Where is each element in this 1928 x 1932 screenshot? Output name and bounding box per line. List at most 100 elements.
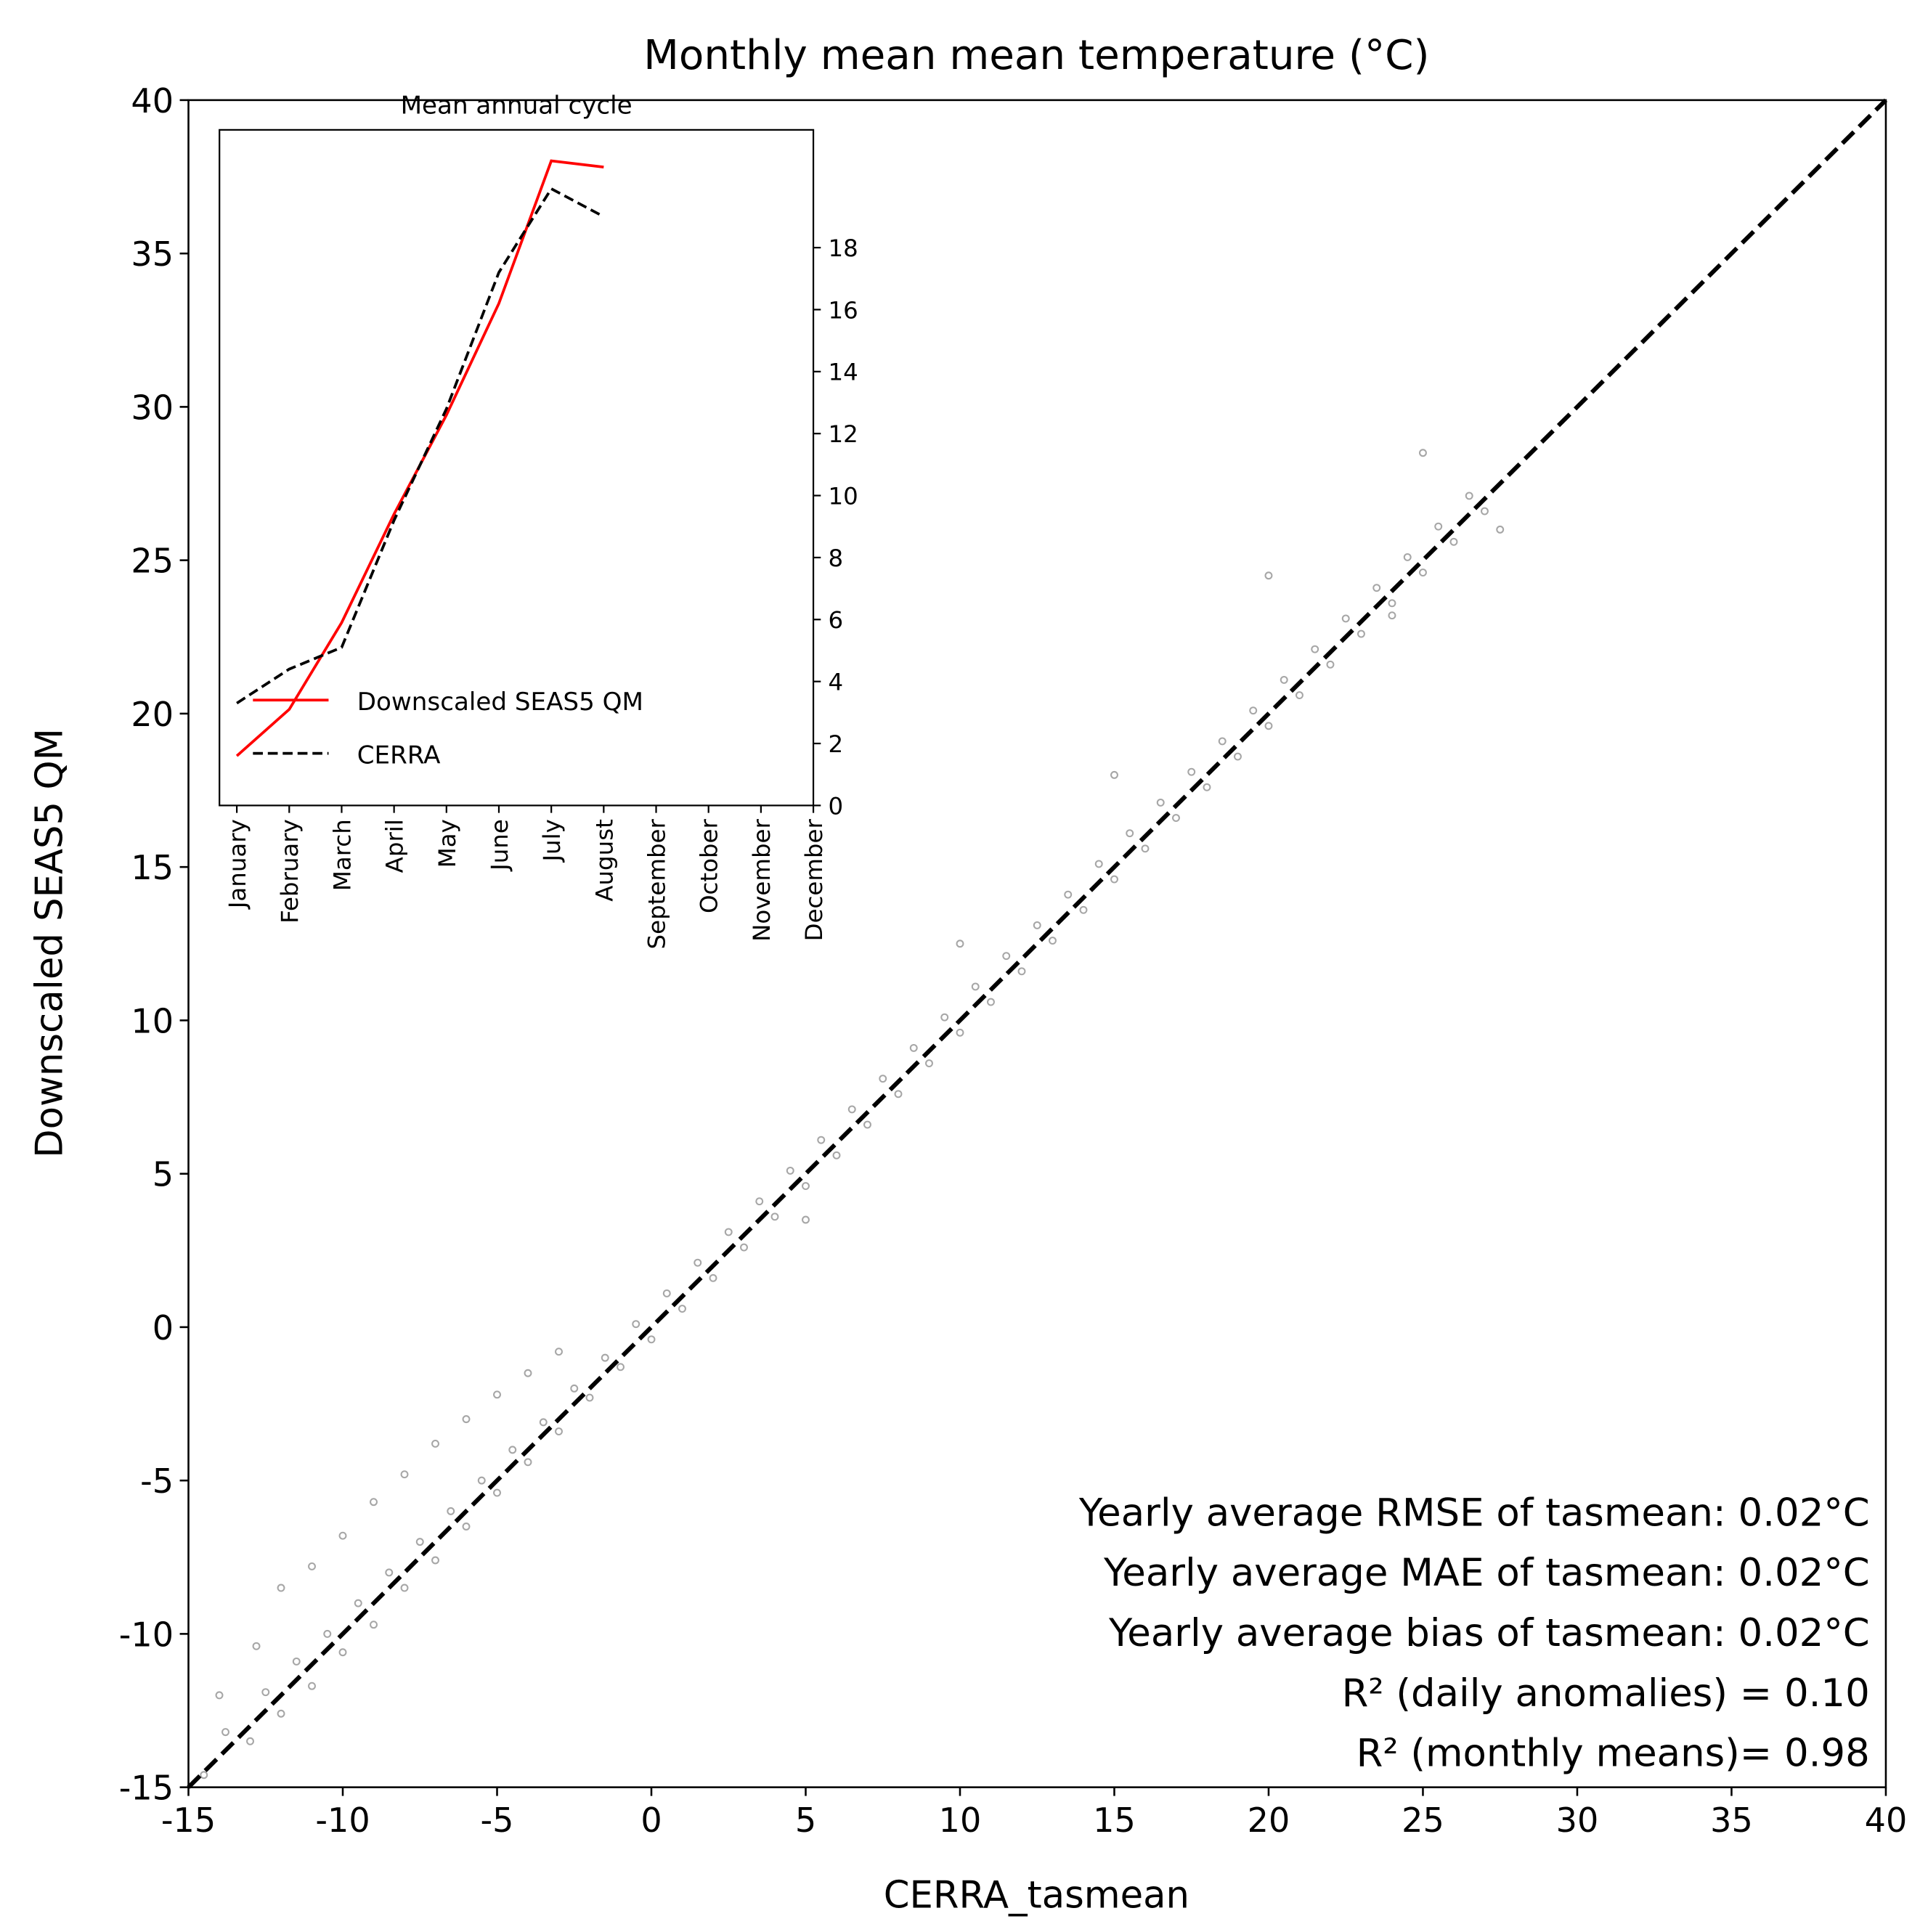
scatter-point <box>1110 770 1118 779</box>
x-tick-label: 25 <box>1402 1801 1444 1840</box>
scatter-point <box>1002 952 1011 961</box>
scatter-point <box>277 1583 285 1592</box>
scatter-point <box>1156 798 1165 807</box>
annotation: R² (daily anomalies) = 0.10 <box>1342 1671 1870 1716</box>
y-tick-label: 5 <box>152 1155 174 1194</box>
scatter-point <box>477 1476 486 1485</box>
x-tick-label: February <box>276 819 304 924</box>
x-tick-label: 15 <box>1093 1801 1136 1840</box>
plot-frame <box>187 99 1887 1788</box>
scatter-point <box>447 1507 455 1515</box>
y-tick-label: 0 <box>152 1308 174 1348</box>
x-tick-label: July <box>538 819 566 863</box>
scatter-point <box>817 1136 826 1144</box>
scatter-point <box>909 1043 918 1052</box>
scatter-point <box>323 1629 332 1638</box>
y-tick-label: 8 <box>829 545 844 572</box>
scatter-point <box>462 1523 471 1530</box>
scatter-point <box>1449 537 1458 546</box>
scatter-point <box>1481 507 1489 515</box>
y-tick-label: 20 <box>131 695 174 734</box>
identity-line <box>187 98 1888 1789</box>
scatter-point <box>508 1446 517 1454</box>
scatter-point <box>925 1059 933 1068</box>
scatter-point <box>1465 492 1473 500</box>
y-tick-label: -10 <box>119 1615 174 1654</box>
chart-title: Monthly mean mean temperature (°C) <box>643 32 1429 79</box>
scatter-point <box>647 1335 656 1344</box>
scatter-point <box>755 1197 764 1206</box>
x-tick-label: April <box>381 819 409 873</box>
scatter-point <box>971 982 980 991</box>
y-tick-label: -5 <box>140 1462 174 1501</box>
scatter-point <box>252 1642 261 1650</box>
scatter-point <box>1094 860 1103 868</box>
scatter-point <box>1187 767 1196 776</box>
x-tick-label: December <box>800 819 828 942</box>
scatter-point <box>1234 752 1242 761</box>
x-tick-label: -15 <box>161 1801 216 1840</box>
scatter-point <box>1496 525 1505 534</box>
scatter-point <box>724 1228 733 1236</box>
scatter-point <box>1110 875 1118 884</box>
scatter-point <box>1172 814 1180 823</box>
scatter-point <box>1419 449 1427 457</box>
scatter-point <box>1017 967 1026 976</box>
scatter-point <box>1434 522 1443 531</box>
annotation: R² (monthly means)= 0.98 <box>1356 1732 1870 1776</box>
x-tick-label: 10 <box>939 1801 982 1840</box>
inset-title: Mean annual cycle <box>401 91 633 121</box>
y-tick-label: 35 <box>131 235 174 274</box>
x-tick-label: 40 <box>1865 1801 1908 1840</box>
scatter-point <box>524 1369 532 1377</box>
scatter-point <box>308 1562 316 1570</box>
scatter-point <box>632 1320 640 1329</box>
scatter-point <box>1403 553 1412 561</box>
scatter-point <box>1295 691 1303 700</box>
y-tick-label: 30 <box>131 388 174 427</box>
scatter-point <box>802 1215 810 1224</box>
scatter-point <box>1326 660 1335 669</box>
scatter-point <box>246 1737 254 1745</box>
scatter-point <box>354 1599 362 1607</box>
y-tick-label: -15 <box>119 1769 174 1808</box>
scatter-point <box>678 1305 686 1313</box>
scatter-point <box>221 1728 229 1737</box>
scatter-point <box>277 1709 285 1718</box>
scatter-point <box>292 1657 301 1666</box>
inset-background <box>219 129 815 807</box>
y-tick-label: 6 <box>829 606 844 634</box>
x-tick-label: January <box>224 819 251 910</box>
scatter-point <box>1419 568 1427 577</box>
legend-label: Downscaled SEAS5 QM <box>357 688 643 717</box>
scatter-point <box>400 1583 409 1592</box>
scatter-point <box>786 1166 794 1175</box>
x-tick-label: -10 <box>315 1801 370 1840</box>
scatter-point <box>585 1393 594 1402</box>
scatter-point <box>662 1289 671 1297</box>
scatter-point <box>338 1531 347 1540</box>
x-axis-label: CERRA_tasmean <box>884 1873 1189 1917</box>
x-tick-label: May <box>434 819 461 868</box>
scatter-point <box>1388 611 1396 620</box>
scatter-point <box>617 1363 625 1371</box>
y-tick-label: 40 <box>131 81 174 121</box>
x-tick-label: August <box>590 819 618 902</box>
scatter-point <box>1341 614 1350 623</box>
scatter-point <box>1033 921 1041 929</box>
scatter-point <box>987 998 995 1006</box>
scatter-point <box>431 1439 439 1448</box>
scatter-point <box>462 1415 471 1424</box>
x-tick-label: June <box>486 819 513 872</box>
annotation: Yearly average MAE of tasmean: 0.02°C <box>1103 1551 1870 1595</box>
x-tick-label: September <box>643 819 670 950</box>
scatter-point <box>1203 783 1211 791</box>
scatter-point <box>555 1427 563 1436</box>
scatter-point <box>1218 737 1227 746</box>
scatter-point <box>956 939 964 948</box>
y-tick-label: 14 <box>829 359 858 386</box>
scatter-point <box>524 1458 532 1467</box>
scatter-point <box>1280 675 1288 684</box>
scatter-point <box>879 1075 887 1083</box>
